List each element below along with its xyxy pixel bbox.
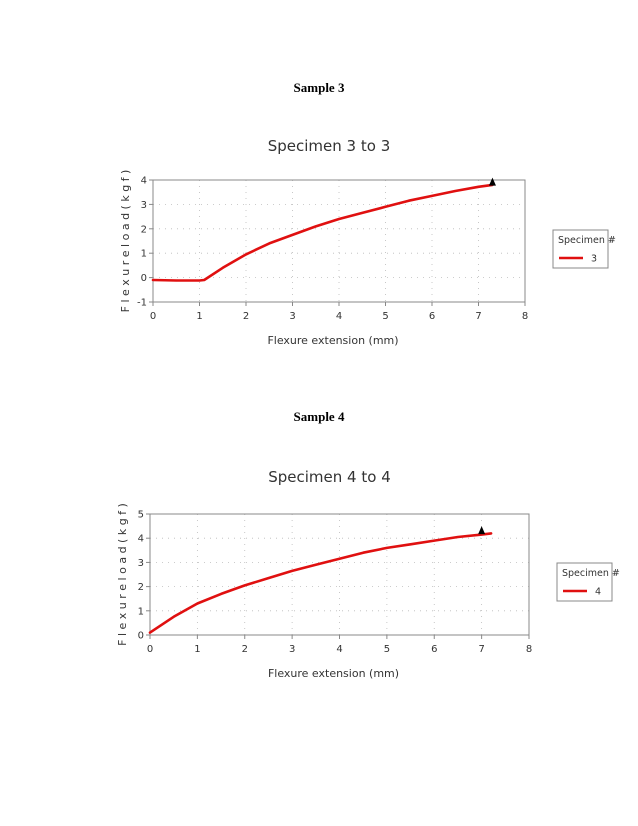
sample-3-heading: Sample 3 xyxy=(293,80,345,95)
data-point xyxy=(203,279,206,281)
legend-box xyxy=(556,562,613,602)
y-axis-label: F l e x u r e l o a d ( k g f ) xyxy=(119,170,132,313)
data-point xyxy=(149,631,151,634)
legend-title: Specimen # xyxy=(558,235,616,246)
data-point xyxy=(433,539,436,542)
data-point xyxy=(268,242,271,245)
y-tick-label: 3 xyxy=(141,200,147,211)
data-point xyxy=(409,543,412,546)
x-tick-label: 6 xyxy=(429,311,435,322)
data-point xyxy=(243,584,246,587)
data-point xyxy=(267,577,270,580)
data-point xyxy=(245,253,247,256)
x-tick-label: 0 xyxy=(150,311,156,322)
y-tick-label: 5 xyxy=(138,510,144,521)
data-point xyxy=(198,279,201,282)
x-tick-label: 8 xyxy=(522,311,528,322)
x-tick-label: 4 xyxy=(336,644,342,655)
data-point xyxy=(385,546,388,549)
x-tick-label: 5 xyxy=(382,311,388,322)
data-point xyxy=(172,615,175,618)
y-tick-label: 4 xyxy=(138,534,144,545)
x-tick-label: 2 xyxy=(242,644,248,655)
data-point xyxy=(220,592,222,595)
x-tick-label: 1 xyxy=(196,311,202,322)
x-tick-label: 4 xyxy=(336,311,342,322)
data-point xyxy=(477,185,480,188)
y-tick-label: -1 xyxy=(137,298,147,309)
data-point xyxy=(291,234,294,236)
y-tick-label: 1 xyxy=(138,606,144,617)
sample-4-heading: Sample 4 xyxy=(293,409,345,424)
legend: Specimen # 4 xyxy=(556,562,620,602)
x-tick-label: 6 xyxy=(431,644,437,655)
series-line-4 xyxy=(148,532,493,634)
x-tick-label: 0 xyxy=(147,644,153,655)
data-point xyxy=(314,563,317,566)
chart-title: Specimen 3 to 3 xyxy=(268,137,390,155)
x-tick-label: 7 xyxy=(478,644,484,655)
x-tick-label: 3 xyxy=(289,644,295,655)
legend-entry-4: 4 xyxy=(595,587,601,598)
y-tick-label: 4 xyxy=(141,176,147,187)
data-point xyxy=(454,190,457,192)
data-point xyxy=(196,602,199,605)
y-tick-label: 2 xyxy=(138,582,144,593)
break-marker xyxy=(488,177,496,186)
specimen-4-chart: Specimen 4 to 4 0 1 2 3 4 5 6 7 8 0 1 2 3 4 5 Flexure ex… xyxy=(116,468,620,680)
data-point xyxy=(175,279,178,282)
y-tick-label: 2 xyxy=(141,224,147,235)
x-tick-label: 5 xyxy=(384,644,390,655)
x-tick-label: 1 xyxy=(194,644,200,655)
data-point xyxy=(361,212,364,214)
data-point xyxy=(457,536,459,538)
data-point xyxy=(338,557,341,560)
x-tick-label: 2 xyxy=(243,311,249,322)
x-tick-label: 7 xyxy=(475,311,481,322)
legend-box xyxy=(552,229,609,269)
data-point xyxy=(291,569,294,572)
x-axis-label: Flexure extension (mm) xyxy=(268,667,399,680)
y-axis-label: F l e x u r e l o a d ( k g f ) xyxy=(116,503,129,646)
legend: Specimen # 3 xyxy=(552,229,616,269)
data-point xyxy=(221,266,224,269)
data-point xyxy=(338,218,340,220)
data-point xyxy=(431,194,433,197)
x-tick-label: 8 xyxy=(526,644,532,655)
x-tick-label: 3 xyxy=(289,311,295,322)
data-point xyxy=(152,279,154,281)
legend-entry-3: 3 xyxy=(591,254,597,265)
legend-title: Specimen # xyxy=(562,568,620,579)
y-tick-label: 1 xyxy=(141,249,147,260)
y-tick-label: 3 xyxy=(138,558,144,569)
data-point xyxy=(407,199,410,202)
break-marker xyxy=(478,526,486,535)
data-point xyxy=(384,205,387,208)
y-tick-label: 0 xyxy=(138,631,144,642)
series-line-3 xyxy=(151,183,494,282)
data-point xyxy=(362,551,365,554)
chart-title: Specimen 4 to 4 xyxy=(268,468,390,486)
y-tick-label: 0 xyxy=(141,273,147,284)
data-point xyxy=(314,225,317,228)
x-axis-label: Flexure extension (mm) xyxy=(267,334,398,347)
data-point xyxy=(490,532,492,535)
